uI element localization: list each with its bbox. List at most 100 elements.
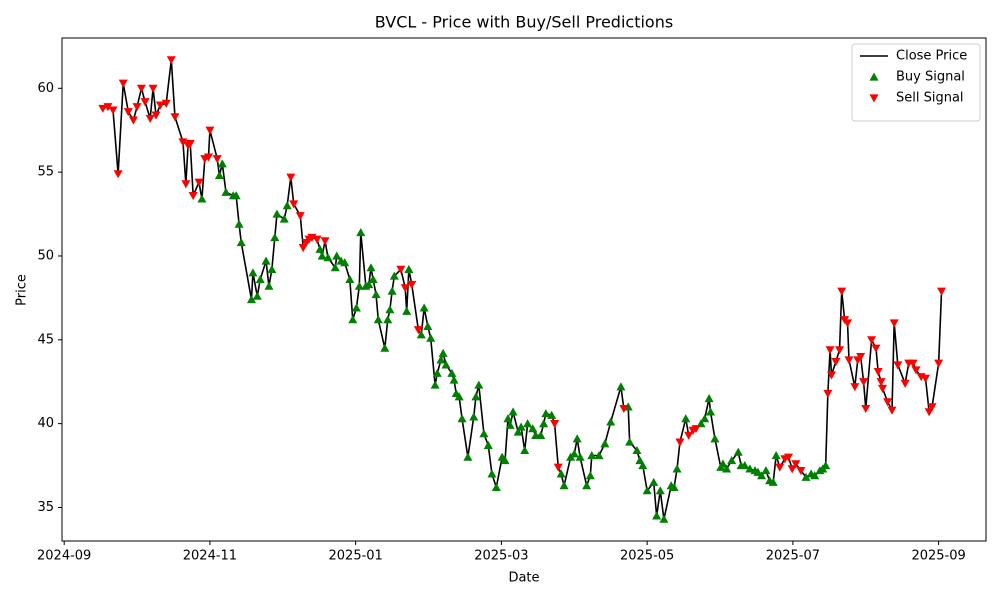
buy-marker xyxy=(368,274,378,284)
sell-marker xyxy=(835,346,845,355)
buy-marker xyxy=(264,281,274,290)
x-tick-label: 2025-05 xyxy=(620,549,674,564)
sell-marker xyxy=(286,173,296,182)
sell-marker xyxy=(194,178,204,187)
sell-marker xyxy=(619,404,629,414)
sell-marker xyxy=(400,284,410,293)
x-tick-label: 2024-09 xyxy=(37,549,91,564)
buy-marker xyxy=(768,477,778,486)
buy-marker xyxy=(539,419,549,428)
sell-marker xyxy=(312,235,322,244)
buy-marker xyxy=(419,303,429,312)
buy-marker xyxy=(625,437,635,446)
sell-marker xyxy=(787,465,797,474)
sell-marker xyxy=(212,155,222,164)
sell-marker xyxy=(289,200,299,209)
sell-marker xyxy=(911,366,921,375)
sell-marker xyxy=(103,103,113,112)
buy-marker xyxy=(380,343,390,352)
buy-marker xyxy=(356,227,366,237)
buy-marker xyxy=(706,407,716,416)
sell-marker xyxy=(775,463,785,472)
buy-marker xyxy=(246,295,256,304)
buy-marker xyxy=(270,233,280,242)
buy-marker xyxy=(659,514,669,523)
buy-marker xyxy=(430,380,440,389)
buy-marker xyxy=(236,238,246,247)
sell-marker xyxy=(132,103,142,112)
buy-marker xyxy=(547,410,557,419)
sell-marker xyxy=(796,466,806,476)
buy-marker xyxy=(600,439,610,448)
buy-marker xyxy=(426,333,436,342)
legend: Close Price Buy Signal Sell Signal xyxy=(851,43,981,122)
buy-marker xyxy=(556,469,566,478)
sell-marker xyxy=(298,243,308,253)
buy-marker xyxy=(267,264,277,273)
buy-marker xyxy=(642,486,652,495)
sell-marker xyxy=(883,398,893,407)
plot-area xyxy=(98,56,947,523)
sell-marker xyxy=(407,280,417,289)
buy-marker xyxy=(681,414,691,423)
buy-marker xyxy=(389,271,399,280)
sell-marker xyxy=(170,113,180,122)
buy-marker xyxy=(447,368,457,377)
buy-marker xyxy=(505,420,515,429)
legend-swatch xyxy=(869,94,879,103)
buy-marker xyxy=(383,315,393,324)
buy-marker xyxy=(528,424,538,433)
sell-marker xyxy=(205,126,215,135)
y-tick-label: 45 xyxy=(37,332,54,347)
buy-marker xyxy=(373,315,383,324)
sell-marker xyxy=(178,138,188,147)
buy-marker xyxy=(733,447,743,456)
buy-marker xyxy=(474,380,484,389)
buy-marker xyxy=(332,251,342,260)
sell-marker xyxy=(320,237,330,246)
buy-marker xyxy=(536,430,546,439)
buy-marker xyxy=(520,445,530,455)
sell-marker xyxy=(831,357,841,367)
sell-marker xyxy=(825,346,835,355)
sell-marker xyxy=(921,374,931,383)
buy-marker xyxy=(516,422,526,431)
chart-title: BVCL - Price with Buy/Sell Predictions xyxy=(375,13,673,32)
buy-marker xyxy=(771,450,781,460)
sell-marker xyxy=(185,140,195,149)
buy-marker xyxy=(351,303,361,312)
buy-marker xyxy=(541,409,551,418)
sell-marker xyxy=(148,84,158,93)
buy-marker xyxy=(330,263,340,272)
y-axis-label: Price xyxy=(15,274,30,306)
buy-marker xyxy=(479,429,489,438)
buy-marker xyxy=(248,268,258,277)
buy-marker xyxy=(606,417,616,426)
sell-marker xyxy=(145,114,155,123)
buy-marker xyxy=(345,274,355,284)
y-tick-label: 40 xyxy=(37,416,54,431)
buy-marker xyxy=(821,461,831,470)
buy-marker xyxy=(745,464,755,473)
buy-marker xyxy=(652,511,662,520)
buy-marker xyxy=(508,407,518,416)
buy-marker xyxy=(457,414,467,423)
sell-marker xyxy=(784,453,794,462)
legend-box xyxy=(851,43,981,122)
buy-marker xyxy=(655,486,665,495)
sell-marker xyxy=(843,319,853,328)
sell-marker xyxy=(867,336,877,345)
buy-marker xyxy=(354,281,364,290)
sell-marker xyxy=(166,56,176,65)
buy-marker xyxy=(221,187,231,196)
buy-marker xyxy=(487,469,497,478)
sell-marker xyxy=(844,356,854,365)
buy-marker xyxy=(317,251,327,260)
sell-marker xyxy=(123,108,133,117)
buy-marker xyxy=(471,392,481,401)
sell-marker xyxy=(823,389,833,398)
buy-marker xyxy=(710,434,720,443)
buy-marker xyxy=(700,414,710,423)
